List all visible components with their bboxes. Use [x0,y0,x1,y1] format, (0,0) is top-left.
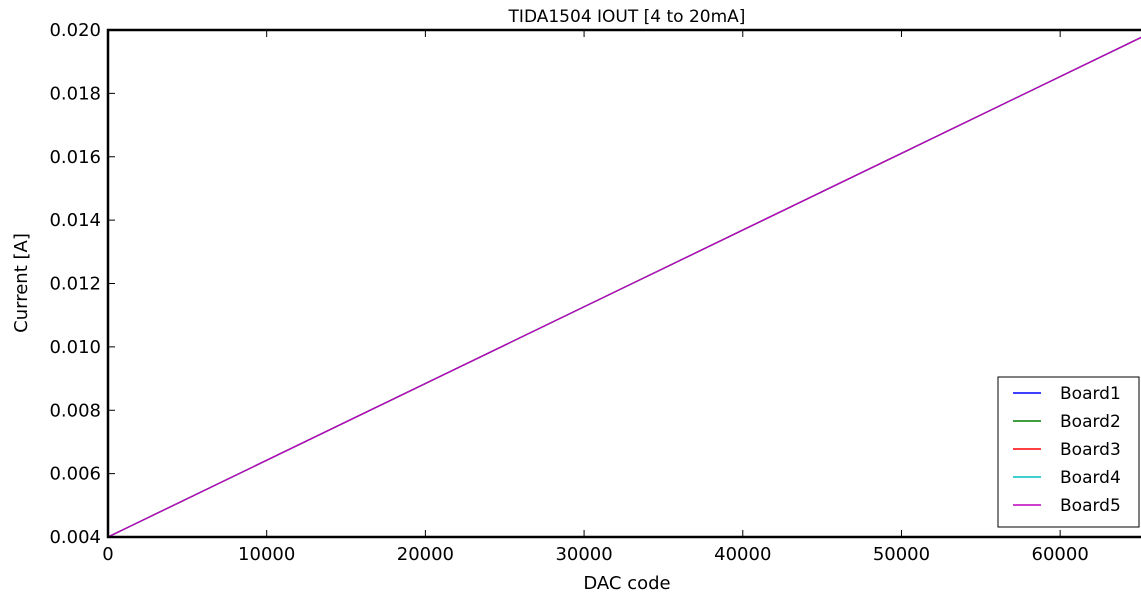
legend-label-2: Board2 [1060,412,1121,432]
x-tick-label: 0 [102,544,113,565]
x-axis: 0 10000 20000 30000 40000 50000 60000 [102,30,1089,565]
y-tick-label: 0.012 [49,274,101,295]
y-tick-label: 0.014 [49,210,101,231]
x-tick-label: 60000 [1032,544,1089,565]
y-tick-label: 0.004 [49,527,101,548]
y-axis-label: Current [A] [11,233,32,333]
y-tick-label: 0.006 [49,464,101,485]
x-tick-label: 40000 [714,544,771,565]
series-line-5 [107,36,1141,538]
legend-label-3: Board3 [1060,440,1121,460]
y-tick-label: 0.008 [49,400,101,421]
y-tick-label: 0.010 [49,337,101,358]
x-tick-label: 50000 [873,544,930,565]
x-tick-label: 10000 [238,544,295,565]
chart-title: TIDA1504 IOUT [4 to 20mA] [508,7,746,27]
x-axis-label: DAC code [583,573,670,594]
y-tick-label: 0.018 [49,83,101,104]
legend-label-4: Board4 [1060,468,1121,488]
x-tick-label: 20000 [397,544,454,565]
legend-box [997,376,1140,528]
plot-lines [107,36,1141,538]
legend-label-5: Board5 [1060,496,1121,516]
y-tick-label: 0.016 [49,147,101,168]
y-tick-label: 0.020 [49,20,101,41]
legend-label-1: Board1 [1060,384,1121,404]
x-tick-label: 30000 [555,544,612,565]
legend: Board1 Board2 Board3 Board4 Board5 [997,376,1140,528]
plot-frame [106,28,1141,539]
y-axis: 0.004 0.006 0.008 0.010 0.012 0.014 0.016 0.018… [49,20,115,548]
